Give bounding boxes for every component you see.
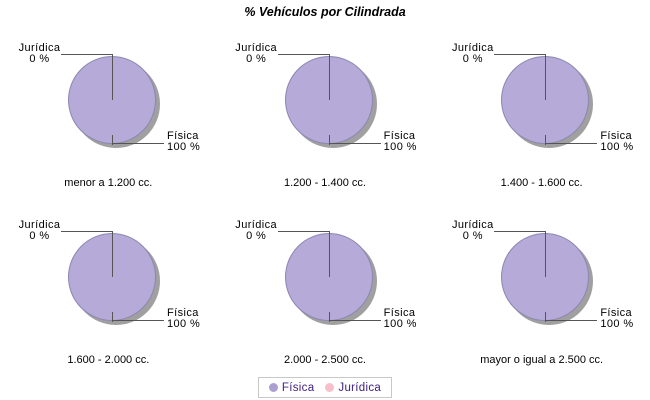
juridica-label-name: Jurídica bbox=[235, 42, 278, 54]
fisica-tick-line bbox=[112, 135, 113, 145]
pie-chart-cell-2: Jurídica 0 % Física 100 % 1.200 - 1.400 … bbox=[217, 30, 434, 207]
fisica-callout-line bbox=[328, 320, 381, 321]
chart-caption: 1.600 - 2.000 cc. bbox=[67, 354, 150, 366]
fisica-label: Física 100 % bbox=[167, 131, 200, 153]
fisica-label-name: Física bbox=[600, 130, 633, 142]
fisica-tick-line bbox=[545, 312, 547, 322]
fisica-label-name: Física bbox=[167, 130, 199, 142]
juridica-label-name: Jurídica bbox=[451, 219, 494, 231]
juridica-callout-line bbox=[61, 231, 112, 232]
fisica-callout-line bbox=[545, 143, 598, 144]
juridica-swatch-icon bbox=[325, 383, 335, 392]
fisica-callout-line bbox=[328, 143, 381, 144]
chart-caption: mayor o igual a 2.500 cc. bbox=[480, 354, 604, 366]
fisica-label-value: 100 % bbox=[167, 141, 201, 153]
fisica-callout-line bbox=[545, 320, 598, 321]
juridica-label: Jurídica 0 % bbox=[445, 43, 500, 65]
chart-caption: 1.400 - 1.600 cc. bbox=[500, 177, 583, 189]
fisica-label-name: Física bbox=[600, 307, 633, 319]
fisica-label: Física 100 % bbox=[384, 131, 417, 153]
pie-chart-cell-1: Jurídica 0 % Física 100 % menor a 1.200 … bbox=[0, 30, 217, 207]
fisica-label-value: 100 % bbox=[167, 318, 201, 330]
fisica-tick-line bbox=[328, 312, 330, 322]
juridica-label: Jurídica 0 % bbox=[229, 220, 284, 242]
pie-chart-cell-4: Jurídica 0 % Física 100 % 1.600 - 2.000 … bbox=[0, 207, 217, 370]
fisica-tick-line bbox=[112, 312, 113, 322]
fisica-callout-line bbox=[112, 143, 164, 144]
legend-item-fisica: Física bbox=[268, 381, 315, 394]
chart-caption: menor a 1.200 cc. bbox=[64, 177, 153, 189]
slice-boundary-line bbox=[545, 54, 547, 100]
chart-row-top: Jurídica 0 % Física 100 % menor a 1.200 … bbox=[0, 30, 650, 207]
fisica-label: Física 100 % bbox=[600, 131, 633, 153]
juridica-label: Jurídica 0 % bbox=[229, 43, 284, 65]
chart-legend: Física Jurídica bbox=[257, 377, 393, 398]
juridica-callout-line bbox=[277, 54, 329, 55]
juridica-label-value: 0 % bbox=[246, 53, 267, 65]
slice-boundary-line bbox=[328, 54, 330, 100]
fisica-label: Física 100 % bbox=[384, 308, 417, 330]
pie-chart-cell-3: Jurídica 0 % Física 100 % 1.400 - 1.600 … bbox=[433, 30, 650, 207]
fisica-callout-line bbox=[112, 320, 164, 321]
legend-label-juridica: Jurídica bbox=[338, 381, 382, 394]
fisica-label-name: Física bbox=[383, 130, 416, 142]
page-title: % Vehículos por Cilindrada bbox=[244, 5, 406, 19]
juridica-label-name: Jurídica bbox=[18, 219, 61, 231]
fisica-tick-line bbox=[328, 135, 330, 145]
juridica-label-value: 0 % bbox=[462, 53, 483, 65]
juridica-label-name: Jurídica bbox=[235, 219, 278, 231]
fisica-label-value: 100 % bbox=[383, 318, 417, 330]
pie-chart-cell-5: Jurídica 0 % Física 100 % 2.000 - 2.500 … bbox=[217, 207, 434, 370]
pie-chart-cell-6: Jurídica 0 % Física 100 % mayor o igual … bbox=[433, 207, 650, 370]
juridica-label: Jurídica 0 % bbox=[12, 43, 67, 65]
fisica-label-value: 100 % bbox=[600, 318, 634, 330]
juridica-label-value: 0 % bbox=[462, 230, 483, 242]
fisica-label-name: Física bbox=[167, 307, 199, 319]
juridica-label-name: Jurídica bbox=[18, 42, 61, 54]
slice-boundary-line bbox=[112, 231, 113, 277]
fisica-label-value: 100 % bbox=[600, 141, 634, 153]
chart-caption: 2.000 - 2.500 cc. bbox=[284, 354, 366, 366]
juridica-label-value: 0 % bbox=[29, 53, 50, 65]
juridica-label-name: Jurídica bbox=[451, 42, 494, 54]
juridica-label: Jurídica 0 % bbox=[445, 220, 500, 242]
fisica-label-name: Física bbox=[383, 307, 416, 319]
legend-label-fisica: Física bbox=[281, 381, 315, 394]
fisica-tick-line bbox=[545, 135, 547, 145]
juridica-callout-line bbox=[494, 231, 546, 232]
juridica-callout-line bbox=[494, 54, 546, 55]
juridica-callout-line bbox=[61, 54, 112, 55]
juridica-label: Jurídica 0 % bbox=[12, 220, 67, 242]
chart-caption: 1.200 - 1.400 cc. bbox=[284, 177, 366, 189]
fisica-label-value: 100 % bbox=[383, 141, 417, 153]
slice-boundary-line bbox=[545, 231, 547, 277]
legend-container: Física Jurídica bbox=[0, 377, 650, 398]
slice-boundary-line bbox=[328, 231, 330, 277]
juridica-label-value: 0 % bbox=[29, 230, 50, 242]
fisica-label: Física 100 % bbox=[600, 308, 633, 330]
chart-row-bottom: Jurídica 0 % Física 100 % 1.600 - 2.000 … bbox=[0, 207, 650, 370]
fisica-swatch-icon bbox=[268, 383, 278, 392]
slice-boundary-line bbox=[112, 54, 113, 100]
juridica-label-value: 0 % bbox=[246, 230, 267, 242]
juridica-callout-line bbox=[277, 231, 329, 232]
legend-item-juridica: Jurídica bbox=[325, 382, 381, 394]
fisica-label: Física 100 % bbox=[167, 308, 200, 330]
